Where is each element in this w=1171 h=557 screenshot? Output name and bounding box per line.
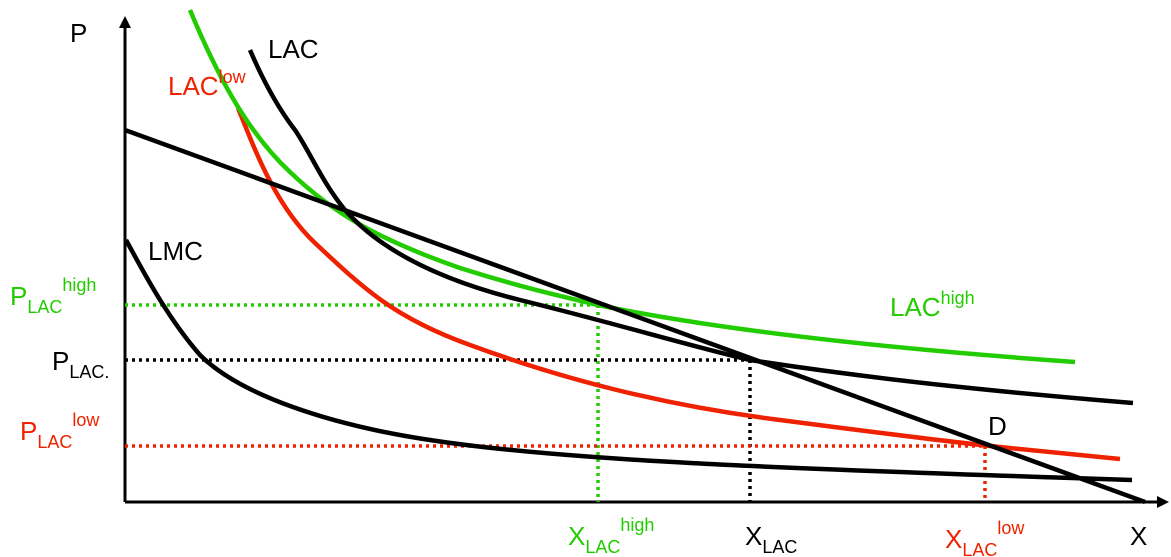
y-axis-label: P bbox=[70, 18, 87, 48]
lac-low-label: LAClow bbox=[168, 67, 247, 101]
demand-curve bbox=[124, 127, 1146, 505]
x-lac-label: XLAC bbox=[745, 521, 797, 557]
lac-label: LAC bbox=[268, 34, 319, 64]
x-lac-low-label: XLAClow bbox=[945, 518, 1025, 557]
lmc-label: LMC bbox=[148, 236, 203, 266]
demand-label: D bbox=[988, 411, 1007, 441]
p-lac-low-label: PLAClow bbox=[20, 410, 100, 452]
p-lac-high-label: PLAChigh bbox=[10, 275, 96, 317]
x-axis-label: X bbox=[1130, 521, 1147, 551]
lac-high-curve bbox=[187, 9, 1076, 365]
lac-high-label: LAChigh bbox=[890, 288, 975, 322]
p-lac-label: PLAC. bbox=[52, 346, 109, 382]
x-lac-high-label: XLAChigh bbox=[568, 515, 654, 557]
lac-curve bbox=[247, 49, 1134, 406]
lac-low-curve bbox=[235, 107, 1121, 462]
lmc-curve bbox=[124, 238, 1133, 483]
